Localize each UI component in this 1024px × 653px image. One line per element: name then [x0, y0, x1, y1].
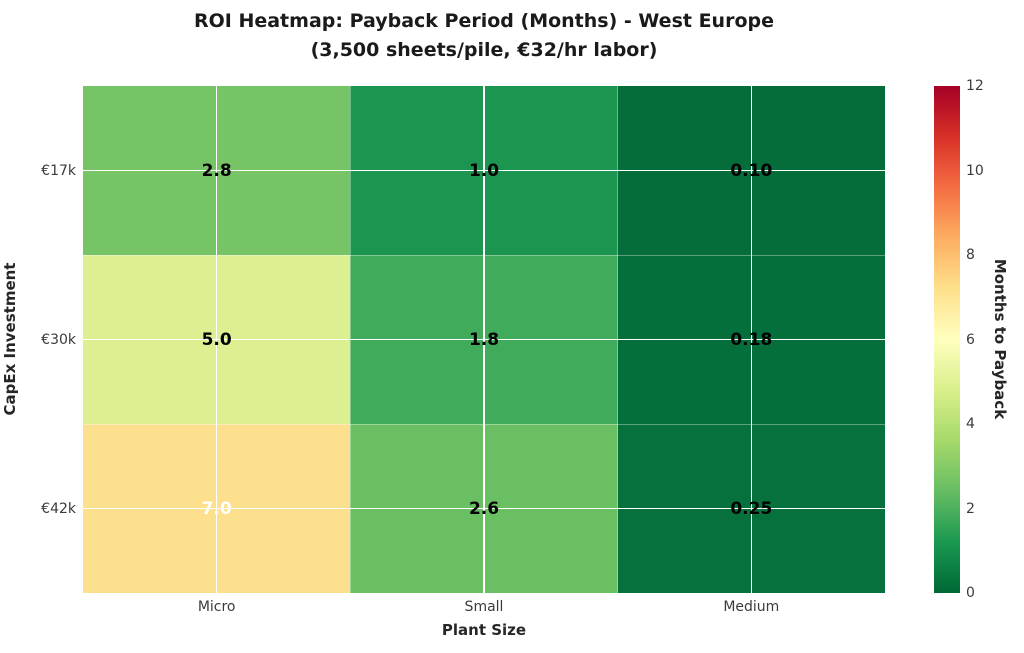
colorbar-tick-label: 4	[966, 416, 975, 432]
x-tick-label: Micro	[197, 599, 236, 615]
colorbar-gradient	[934, 86, 960, 593]
colorbar-tick-label: 8	[966, 247, 975, 263]
colorbar-label: Months to Payback	[991, 258, 1009, 420]
y-tick-label: €17k	[41, 162, 76, 179]
chart-title: ROI Heatmap: Payback Period (Months) - W…	[83, 7, 885, 64]
colorbar-tick-label: 2	[966, 500, 975, 517]
cell-value-label: 7.0	[201, 498, 232, 519]
heatmap-plot: 2.8 1.0 0.10 5.0 1.8 0.18 7.0 2.6 0.25	[83, 86, 885, 593]
cell-value-label: 0.18	[730, 329, 773, 350]
cell-value-label: 2.8	[201, 160, 232, 181]
colorbar-tick-label: 10	[966, 162, 984, 179]
colorbar-tick-label: 6	[966, 331, 975, 348]
colorbar-tick-label: 0	[966, 585, 975, 601]
gridline-horizontal	[83, 169, 885, 172]
x-tick-label: Medium	[723, 599, 780, 615]
x-axis-label: Plant Size	[441, 621, 527, 639]
x-tick-label: Small	[464, 599, 504, 615]
cell-value-label: 5.0	[201, 329, 232, 350]
chart-title-line1: ROI Heatmap: Payback Period (Months) - W…	[193, 10, 774, 32]
gridline-horizontal	[83, 338, 885, 341]
cell-value-label: 0.25	[730, 498, 773, 519]
cell-value-label: 1.8	[468, 329, 500, 350]
cell-value-label: 1.0	[468, 160, 500, 181]
cell-value-label: 0.10	[730, 160, 773, 181]
y-tick-label: €30k	[41, 331, 76, 348]
gridline-horizontal	[83, 507, 885, 510]
chart-title-line2: (3,500 sheets/pile, €32/hr labor)	[310, 38, 658, 61]
colorbar-tick-label: 12	[966, 78, 984, 94]
y-tick-label: €42k	[41, 500, 76, 517]
cell-value-label: 2.6	[468, 498, 500, 519]
